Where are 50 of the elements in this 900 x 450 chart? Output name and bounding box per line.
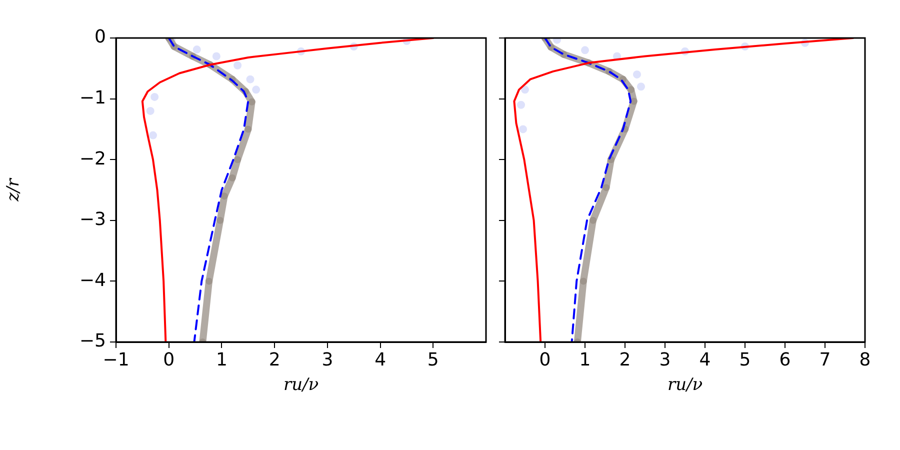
point	[637, 82, 645, 91]
point	[581, 46, 589, 54]
point	[149, 131, 157, 140]
x-axis-title: ru/ν	[667, 375, 703, 396]
point	[602, 184, 610, 192]
point	[146, 106, 154, 115]
x-tick-label: 4	[374, 349, 386, 370]
point	[519, 125, 527, 134]
x-tick-label: 4	[699, 349, 711, 370]
x-tick-label: 7	[819, 349, 831, 370]
x-tick-label: 3	[659, 349, 671, 370]
point	[580, 278, 587, 285]
y-tick-label: −5	[79, 330, 106, 352]
y-tick-label: 0	[94, 26, 106, 48]
point	[633, 70, 641, 78]
point	[590, 216, 596, 224]
x-tick-label: 2	[268, 349, 280, 370]
x-tick-label: 1	[216, 349, 228, 370]
x-tick-label: 5	[427, 349, 439, 370]
y-tick-label: −3	[79, 209, 106, 230]
point	[246, 75, 254, 84]
point	[244, 126, 252, 133]
x-tick-label: 2	[619, 349, 631, 370]
x-tick-label: 0	[539, 349, 551, 370]
point	[248, 98, 256, 106]
y-tick-label: −2	[79, 148, 106, 170]
x-tick-label: 5	[739, 349, 751, 370]
point	[252, 86, 260, 94]
point	[228, 174, 236, 182]
point	[150, 92, 159, 101]
point	[517, 100, 525, 109]
point	[212, 52, 220, 60]
y-axis-title: z/r	[4, 178, 24, 202]
x-axis-title: ru/ν	[283, 375, 319, 396]
point	[192, 46, 201, 54]
x-tick-label: −1	[102, 349, 130, 370]
point	[234, 156, 242, 164]
point	[234, 61, 242, 70]
point	[628, 86, 634, 94]
y-tick-label: −1	[79, 87, 106, 108]
point	[521, 86, 529, 94]
y-tick-label: −4	[79, 270, 106, 291]
point	[206, 278, 213, 285]
point	[216, 216, 224, 224]
x-tick-label: 0	[163, 349, 175, 370]
x-tick-label: 1	[579, 349, 591, 370]
x-tick-label: 3	[322, 349, 334, 370]
x-tick-label: 8	[859, 349, 871, 370]
point	[220, 192, 228, 200]
x-tick-label: 6	[779, 349, 791, 370]
